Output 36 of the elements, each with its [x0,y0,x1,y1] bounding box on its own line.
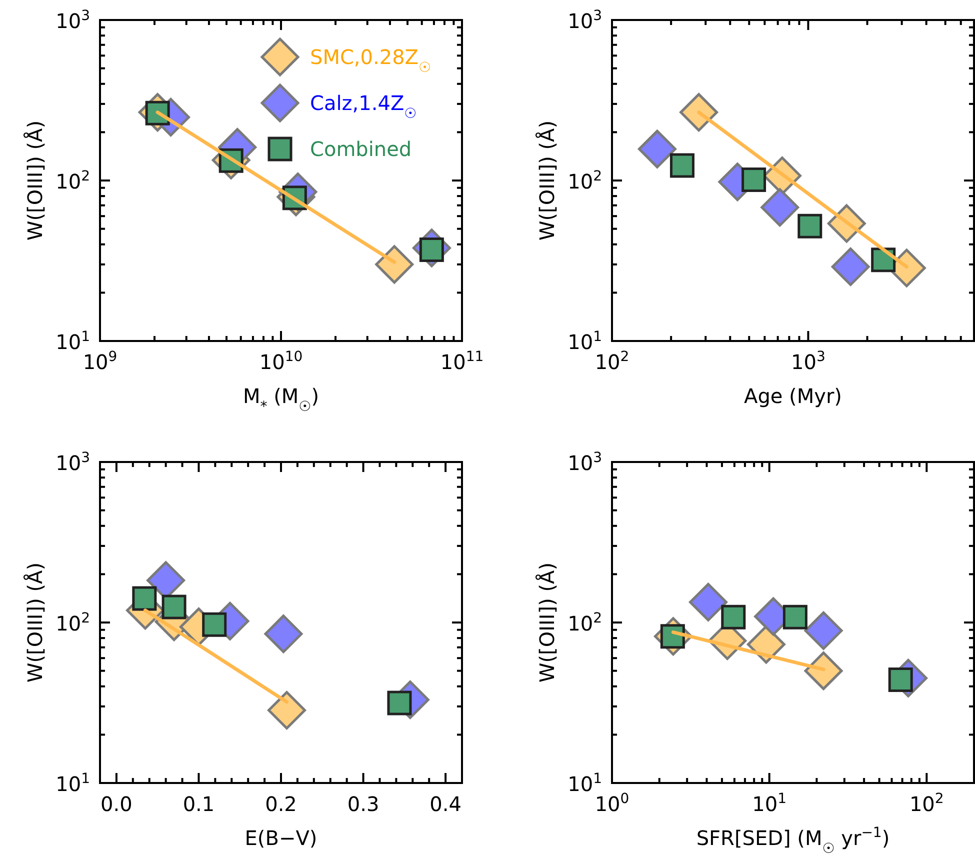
legend-label: Calz,1.4Z$_{☉}$ [310,91,417,122]
x-tick-label: 0.1 [182,792,215,816]
y-tick-label: 10$^{3}$ [568,8,602,33]
y-tick-label: 10$^{2}$ [568,610,602,636]
x-tick-label: 10$^{11}$ [440,349,484,374]
y-axis-title: W([OIII]) (Å) [535,562,559,683]
x-tick-label: 10$^{10}$ [259,349,303,374]
point [202,612,227,637]
x-tick-label: 0.4 [430,792,462,816]
point [387,690,412,716]
point [162,594,186,620]
x-axis-title: M$_{*}$ (M$_{☉}$) [242,384,320,415]
legend-label: SMC,0.28Z$_{☉}$ [310,45,432,76]
x-tick-label: 10$^{2}$ [909,791,944,816]
y-axis-title: W([OIII]) (Å) [23,562,47,683]
x-axis-title: E(B−V) [244,826,318,850]
y-axis-title: W([OIII]) (Å) [23,120,47,241]
x-tick-label: 0.3 [347,792,380,816]
x-tick-label: 0.2 [265,792,297,816]
legend-label: Combined [310,137,412,161]
y-tick-label: 10$^{3}$ [56,450,90,475]
point [264,614,303,654]
y-tick-label: 10$^{1}$ [56,771,90,796]
x-tick-label: 10$^{3}$ [791,349,826,374]
x-axis-title: SFR[SED] (M$_{☉}$ yr$^{−1}$) [696,825,890,856]
y-tick-label: 10$^{2}$ [56,610,90,636]
x-tick-label: 0.0 [100,792,132,816]
y-tick-label: 10$^{2}$ [56,168,90,194]
y-tick-label: 10$^{2}$ [568,168,602,194]
x-tick-label: 10$^{1}$ [752,791,787,816]
x-axis-title: Age (Myr) [744,384,842,408]
y-tick-label: 10$^{3}$ [56,8,90,33]
point [268,690,306,730]
point [132,586,157,611]
y-axis-title: W([OIII]) (Å) [535,120,559,241]
y-tick-label: 10$^{3}$ [568,450,602,475]
